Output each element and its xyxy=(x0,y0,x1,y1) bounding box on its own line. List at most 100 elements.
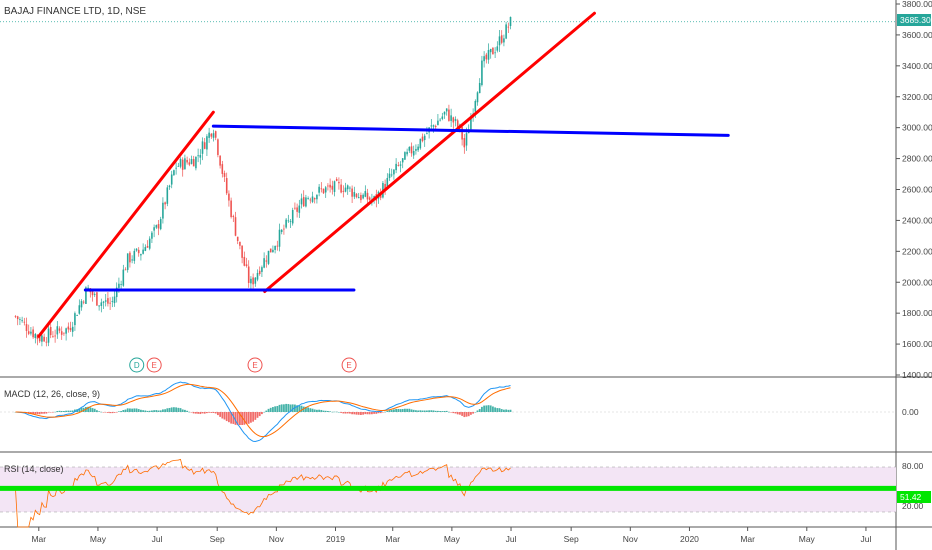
candle-body xyxy=(43,336,45,342)
macd-histogram-bar xyxy=(107,412,109,413)
candle-body xyxy=(335,178,338,181)
candle-body xyxy=(397,165,400,166)
macd-histogram-bar xyxy=(223,412,226,420)
macd-histogram-bar xyxy=(111,412,114,414)
macd-histogram-bar xyxy=(168,407,171,412)
event-marker xyxy=(129,357,145,373)
macd-histogram-bar xyxy=(476,410,479,412)
candle-body xyxy=(505,24,507,39)
candle-body xyxy=(124,269,127,271)
candle-body xyxy=(129,252,131,263)
candle-body xyxy=(278,229,281,247)
macd-histogram-bar xyxy=(261,412,263,415)
last-price-value: 3685.30 xyxy=(900,15,931,25)
macd-histogram-bar xyxy=(129,408,131,412)
macd-histogram-bar xyxy=(96,410,98,412)
macd-histogram-bar xyxy=(305,406,307,412)
macd-histogram-bar xyxy=(47,412,50,413)
candle-body xyxy=(291,210,294,224)
macd-histogram-bar xyxy=(360,412,362,415)
macd-histogram-bar xyxy=(148,410,151,412)
candle-body xyxy=(34,334,37,338)
candle-body xyxy=(452,117,455,123)
candle-body xyxy=(27,331,30,334)
macd-histogram-bar xyxy=(487,405,490,412)
candle-body xyxy=(208,132,210,138)
rsi-line xyxy=(15,458,511,528)
candle-body xyxy=(340,184,342,193)
candle-body xyxy=(201,141,204,154)
macd-histogram-bar xyxy=(120,411,123,412)
candle-body xyxy=(155,225,158,228)
macd-histogram-bar xyxy=(456,412,459,415)
candle-body xyxy=(364,191,367,197)
candle-body xyxy=(289,221,292,222)
macd-histogram-bar xyxy=(507,409,510,412)
candle-body xyxy=(483,56,485,62)
candle-body xyxy=(87,287,89,290)
candle-body xyxy=(212,133,215,138)
y-tick-label: 2800.00 xyxy=(902,154,932,164)
macd-histogram-bar xyxy=(162,409,164,412)
macd-histogram-bar xyxy=(258,412,261,417)
candle-body xyxy=(470,117,472,130)
macd-histogram-bar xyxy=(285,403,288,412)
candle-body xyxy=(203,142,206,149)
macd-histogram-bar xyxy=(137,409,140,412)
candle-body xyxy=(25,324,28,331)
macd-histogram-bar xyxy=(91,408,94,412)
candle-body xyxy=(188,162,191,165)
x-tick-label: Sep xyxy=(564,534,579,544)
x-tick-label: May xyxy=(444,534,461,544)
macd-histogram-bar xyxy=(329,411,332,412)
candle-body xyxy=(131,259,133,261)
macd-histogram-bar xyxy=(43,412,46,414)
x-tick-label: 2019 xyxy=(326,534,345,544)
macd-histogram-bar xyxy=(355,412,358,415)
candle-body xyxy=(49,326,52,336)
x-tick-label: Mar xyxy=(740,534,755,544)
candle-body xyxy=(144,247,147,251)
macd-histogram-bar xyxy=(192,412,195,414)
candle-body xyxy=(487,50,490,60)
macd-histogram-bar xyxy=(252,412,255,422)
macd-histogram-bar xyxy=(104,412,107,413)
macd-histogram-bar xyxy=(467,412,470,417)
macd-histogram-bar xyxy=(483,405,486,412)
candle-body xyxy=(181,159,184,170)
macd-histogram-bar xyxy=(228,412,230,423)
macd-histogram-bar xyxy=(80,407,83,412)
x-tick-label: Jul xyxy=(506,534,517,544)
macd-histogram-bar xyxy=(69,410,72,412)
macd-histogram-bar xyxy=(377,412,380,414)
macd-histogram-bar xyxy=(331,411,334,413)
macd-histogram-bar xyxy=(276,406,279,412)
macd-histogram-bar xyxy=(322,410,325,412)
macd-histogram-bar xyxy=(188,411,191,413)
candle-body xyxy=(65,328,67,334)
macd-histogram-bar xyxy=(93,408,96,412)
event-marker xyxy=(341,357,357,373)
candle-body xyxy=(463,138,466,148)
macd-histogram-bar xyxy=(74,409,76,412)
rsi-upper-label: 80.00 xyxy=(902,461,924,471)
candle-body xyxy=(494,52,496,54)
candle-body xyxy=(179,159,182,167)
macd-histogram-bar xyxy=(177,407,180,412)
macd-histogram-bar xyxy=(478,409,481,412)
macd-histogram-bar xyxy=(335,411,338,413)
macd-histogram-bar xyxy=(201,412,204,414)
candle-body xyxy=(102,301,105,303)
y-tick-label: 2000.00 xyxy=(902,277,932,287)
candle-body xyxy=(263,258,265,268)
macd-histogram-bar xyxy=(78,408,81,412)
candle-body xyxy=(52,336,54,338)
candle-body xyxy=(38,336,41,342)
macd-histogram-bar xyxy=(45,412,48,414)
macd-histogram-bar xyxy=(245,412,248,424)
candle-body xyxy=(140,254,142,256)
trendline-support-2 xyxy=(263,11,596,294)
macd-histogram-bar xyxy=(397,408,400,412)
candle-body xyxy=(225,178,228,194)
